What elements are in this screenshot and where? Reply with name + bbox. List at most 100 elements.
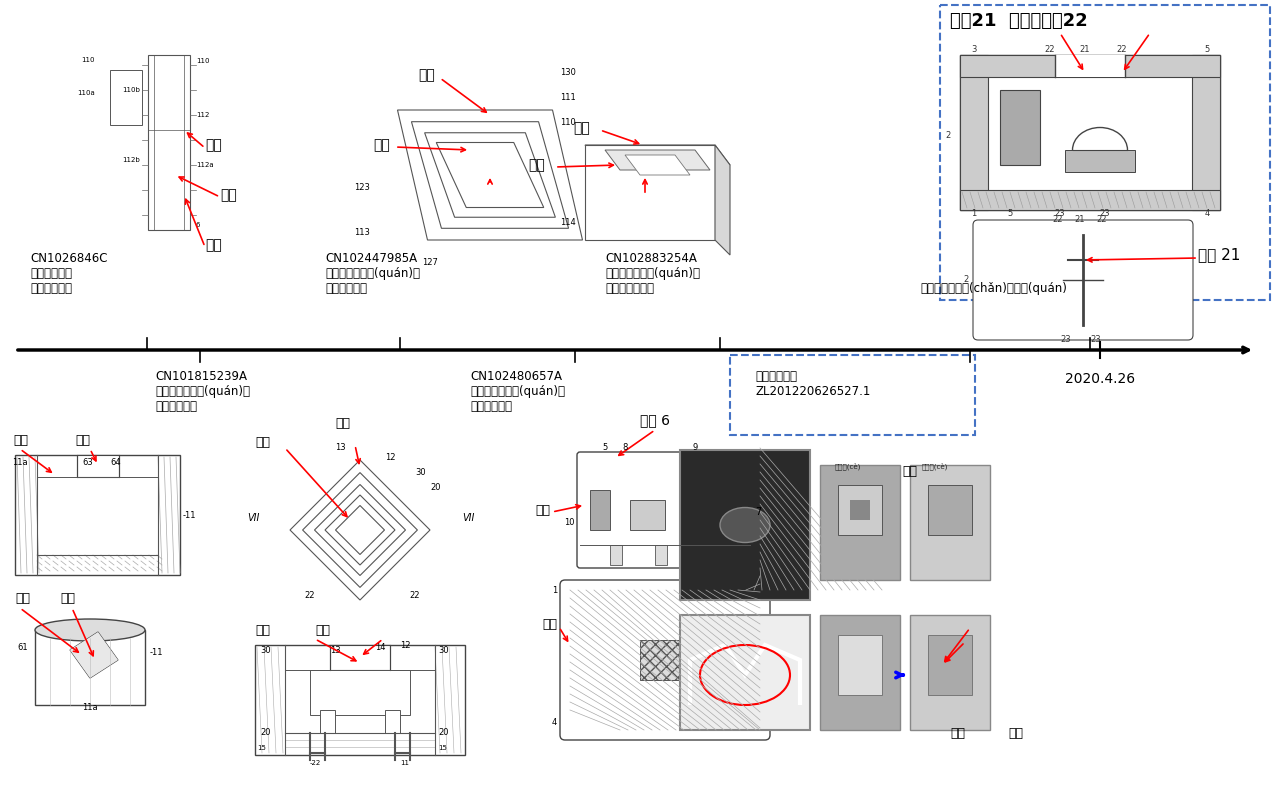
Bar (656, 545, 667, 565)
Polygon shape (70, 632, 118, 678)
Text: 歌爾起訴敏芯產(chǎn)品侵權(quán): 歌爾起訴敏芯產(chǎn)品侵權(quán) (920, 282, 1067, 295)
Bar (700, 545, 712, 565)
Text: 2: 2 (946, 131, 951, 140)
Text: 22: 22 (1097, 215, 1108, 224)
Polygon shape (715, 145, 729, 255)
Text: 聲孔: 聲孔 (205, 138, 222, 152)
Bar (148, 55, 190, 230)
Text: 110: 110 (560, 118, 575, 127)
Polygon shape (70, 632, 118, 678)
Bar (960, 55, 1220, 210)
Text: 12: 12 (400, 641, 410, 650)
Text: 5: 5 (1204, 45, 1209, 54)
Text: 5: 5 (602, 443, 607, 452)
Text: 10: 10 (564, 518, 575, 527)
Text: 22: 22 (304, 591, 316, 600)
Text: 112b: 112b (122, 157, 140, 163)
Text: 20: 20 (260, 728, 270, 737)
Text: -11: -11 (183, 511, 196, 519)
Bar (1192, 55, 1220, 210)
Text: 21: 21 (1080, 45, 1090, 54)
Text: 127: 127 (423, 258, 438, 267)
Bar (1055, 55, 1125, 77)
Text: 15: 15 (257, 745, 266, 751)
Bar (384, 710, 400, 733)
FancyBboxPatch shape (973, 220, 1193, 340)
Text: -22: -22 (309, 760, 321, 766)
Text: 23: 23 (1060, 335, 1072, 345)
Bar (928, 485, 973, 535)
Bar (15, 455, 179, 575)
Text: 聲孔 6: 聲孔 6 (640, 413, 670, 427)
Text: 聲孔: 聲孔 (314, 624, 330, 637)
Text: 聲孔: 聲孔 (1008, 727, 1023, 740)
Text: 11a: 11a (13, 458, 28, 467)
Text: 112a: 112a (196, 162, 214, 168)
Text: 1: 1 (551, 586, 558, 595)
Bar (255, 645, 465, 755)
Text: 110b: 110b (122, 87, 140, 93)
Text: 114: 114 (560, 218, 575, 227)
Text: 6: 6 (196, 222, 201, 228)
Bar (680, 615, 810, 730)
Text: 23: 23 (1055, 208, 1066, 218)
Text: 13: 13 (335, 443, 346, 452)
Text: CN101815239A
（撤回，未授權(quán)）
韓國寶星公司: CN101815239A （撤回，未授權(quán)） 韓國寶星公司 (155, 370, 250, 413)
Text: 113: 113 (354, 228, 370, 237)
Polygon shape (586, 145, 715, 240)
Bar (939, 5, 1270, 300)
Text: 63: 63 (81, 458, 93, 467)
Bar (1066, 150, 1136, 172)
Bar (928, 635, 973, 695)
Bar (838, 485, 882, 535)
Text: 130: 130 (560, 68, 575, 77)
Text: 聲孔: 聲孔 (419, 68, 435, 82)
Text: 30: 30 (260, 646, 271, 655)
Bar (960, 55, 988, 210)
FancyBboxPatch shape (577, 452, 754, 568)
Text: 20: 20 (438, 728, 448, 737)
Bar (589, 490, 610, 530)
Text: 30: 30 (415, 468, 425, 477)
Bar (715, 510, 735, 540)
Text: CN102447985A
（撤回，未授權(quán)）
韓國寶星公司: CN102447985A （撤回，未授權(quán)） 韓國寶星公司 (325, 252, 420, 295)
Text: 11: 11 (401, 760, 410, 766)
Text: 11a: 11a (83, 703, 98, 712)
Bar (680, 500, 705, 545)
Text: 凹槽: 凹槽 (255, 624, 270, 637)
Bar (630, 500, 665, 530)
Text: 110: 110 (196, 58, 210, 64)
Text: 22: 22 (410, 591, 420, 600)
Polygon shape (586, 145, 729, 165)
Bar (850, 500, 869, 520)
Text: 21: 21 (1074, 215, 1086, 224)
Bar (838, 635, 882, 695)
Bar (820, 615, 900, 730)
Text: 14: 14 (376, 643, 386, 652)
Text: 4: 4 (1204, 208, 1209, 218)
Text: 凹槽: 凹槽 (950, 727, 965, 740)
Text: 5: 5 (1007, 208, 1012, 218)
Text: VII: VII (462, 513, 475, 523)
Text: 聲孔: 聲孔 (335, 417, 350, 430)
Text: 凹槽側(cè): 凹槽側(cè) (922, 462, 948, 469)
Text: 7: 7 (755, 507, 761, 517)
Bar (330, 645, 390, 670)
Text: 23: 23 (1091, 335, 1101, 345)
Text: 3: 3 (971, 45, 976, 54)
Ellipse shape (34, 619, 145, 641)
Polygon shape (605, 150, 710, 170)
Text: 凹槽: 凹槽 (903, 465, 917, 478)
Text: VII: VII (248, 513, 260, 523)
Bar (320, 710, 335, 733)
Text: 聲孔: 聲孔 (15, 592, 31, 605)
Text: 凹槽: 凹槽 (542, 618, 558, 631)
Text: 聲孔: 聲孔 (205, 238, 222, 252)
Bar (311, 670, 410, 715)
Text: 15: 15 (438, 745, 447, 751)
Text: 凹槽: 凹槽 (373, 138, 390, 152)
Text: 聲孔: 聲孔 (75, 434, 90, 447)
Text: 30: 30 (438, 646, 448, 655)
Text: 22: 22 (1045, 45, 1055, 54)
Text: 聲孔21  延伸阻擋部22: 聲孔21 延伸阻擋部22 (950, 12, 1087, 30)
